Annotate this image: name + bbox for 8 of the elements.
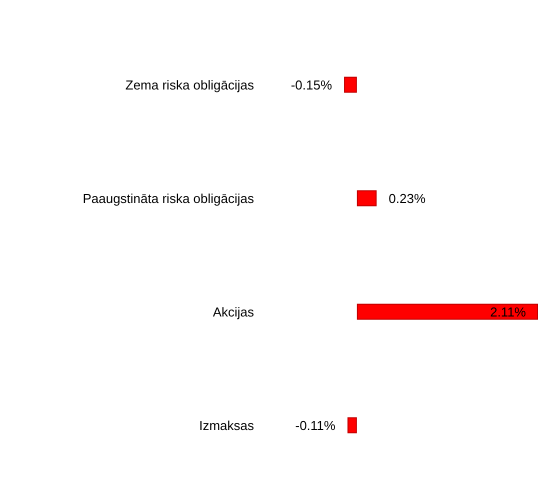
y-tick-label: Akcijas <box>212 304 254 320</box>
data-label: -0.11% <box>295 418 336 433</box>
data-label: 0.23% <box>388 190 426 206</box>
data-label: -0.15% <box>290 77 332 92</box>
y-tick-label: Zema riska obligācijas <box>125 77 254 92</box>
y-tick-label: Izmaksas <box>199 418 254 433</box>
data-label: 2.11% <box>490 304 526 320</box>
y-tick-label: Paaugstināta riska obligācijas <box>82 190 254 206</box>
